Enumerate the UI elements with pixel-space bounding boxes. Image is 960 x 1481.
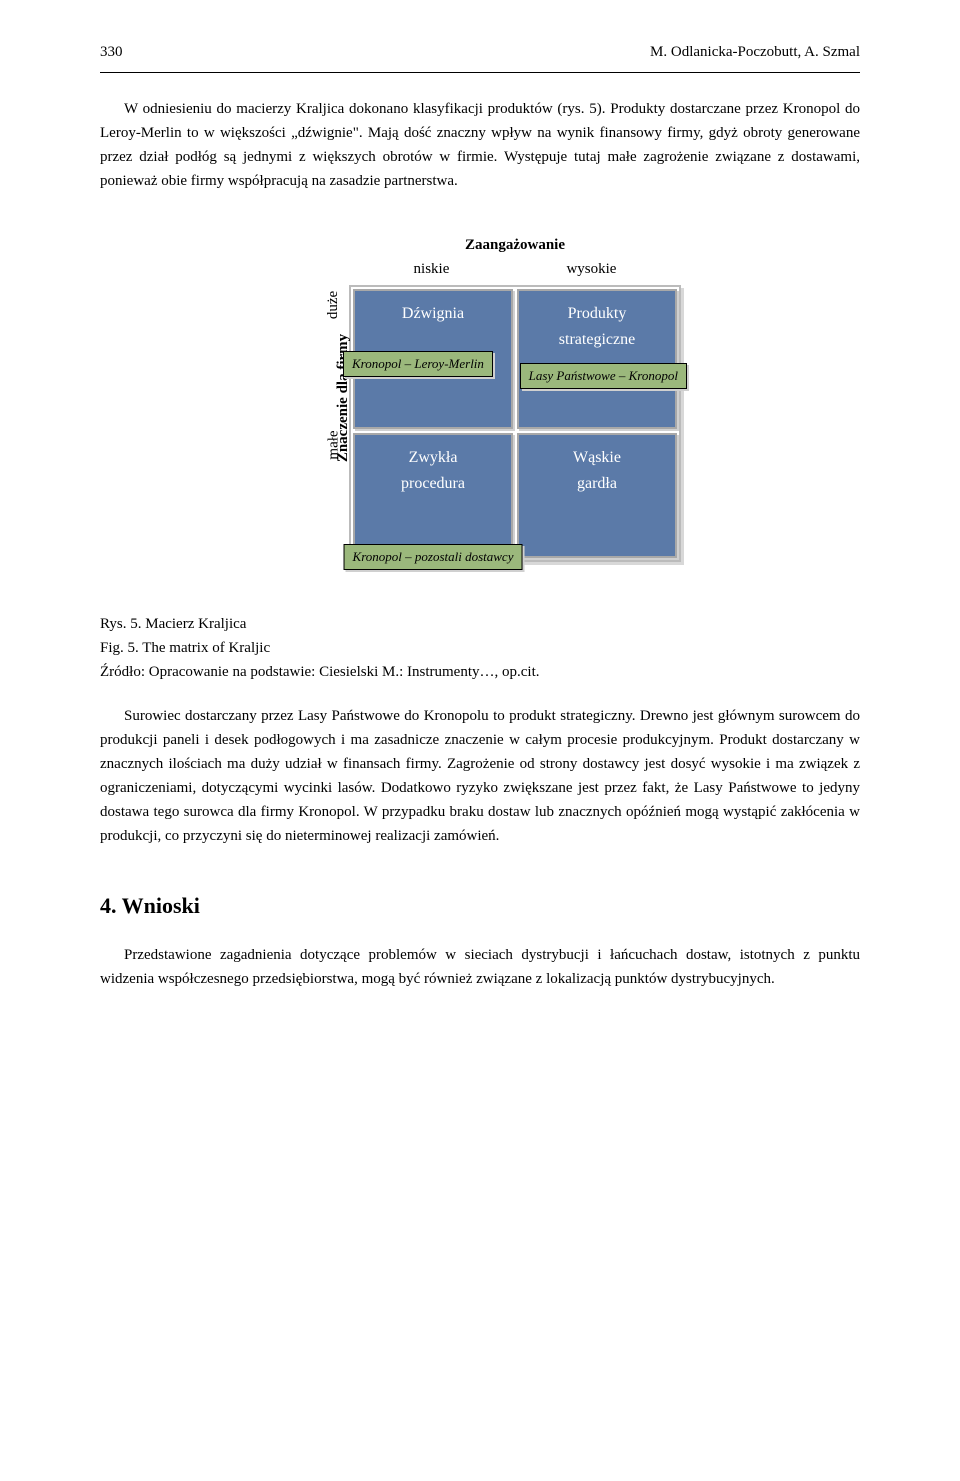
paragraph-2: Surowiec dostarczany przez Lasy Państwow… — [100, 704, 860, 848]
quad-title-strategic: Produkty strategiczne — [527, 301, 667, 352]
figure-caption: Rys. 5. Macierz Kraljica Fig. 5. The mat… — [100, 612, 860, 684]
section-heading-4: 4. Wnioski — [100, 888, 860, 923]
matrix-quad-strategic: Produkty strategiczne Lasy Państwowe – K… — [517, 289, 677, 429]
page-number: 330 — [100, 40, 123, 64]
paragraph-3: Przedstawione zagadnienia dotyczące prob… — [100, 943, 860, 991]
quad-title-routine: Zwykła procedura — [363, 445, 503, 496]
authors: M. Odlanicka-Poczobutt, A. Szmal — [650, 40, 860, 64]
caption-line-1: Rys. 5. Macierz Kraljica — [100, 612, 860, 636]
example-box-lasy-kronopol: Lasy Państwowe – Kronopol — [520, 363, 687, 389]
matrix-grid-frame: Dźwignia Kronopol – Leroy-Merlin Produkt… — [349, 285, 681, 562]
example-box-kronopol-others: Kronopol – pozostali dostawcy — [344, 544, 523, 570]
matrix-quad-routine: Zwykła procedura Kronopol – pozostali do… — [353, 433, 513, 558]
matrix-x-right-label: wysokie — [566, 257, 616, 281]
matrix-quad-bottleneck: Wąskie gardła — [517, 433, 677, 558]
quad-title-leverage: Dźwignia — [363, 301, 503, 327]
kraljic-matrix-figure: Znaczenie dla firmy duże małe Zaangażowa… — [100, 233, 860, 562]
matrix-x-left-label: niskie — [414, 257, 450, 281]
paragraph-1: W odniesieniu do macierzy Kraljica dokon… — [100, 97, 860, 193]
header-rule — [100, 72, 860, 73]
example-box-kronopol-leroy: Kronopol – Leroy-Merlin — [343, 351, 493, 377]
matrix-y-top-label: duże — [319, 293, 339, 317]
quad-title-bottleneck: Wąskie gardła — [527, 445, 667, 496]
matrix-y-bottom-label: małe — [319, 433, 339, 457]
caption-line-3: Źródło: Opracowanie na podstawie: Ciesie… — [100, 660, 860, 684]
matrix-quad-leverage: Dźwignia Kronopol – Leroy-Merlin — [353, 289, 513, 429]
matrix-x-axis-title: Zaangażowanie — [349, 233, 681, 257]
caption-line-2: Fig. 5. The matrix of Kraljic — [100, 636, 860, 660]
